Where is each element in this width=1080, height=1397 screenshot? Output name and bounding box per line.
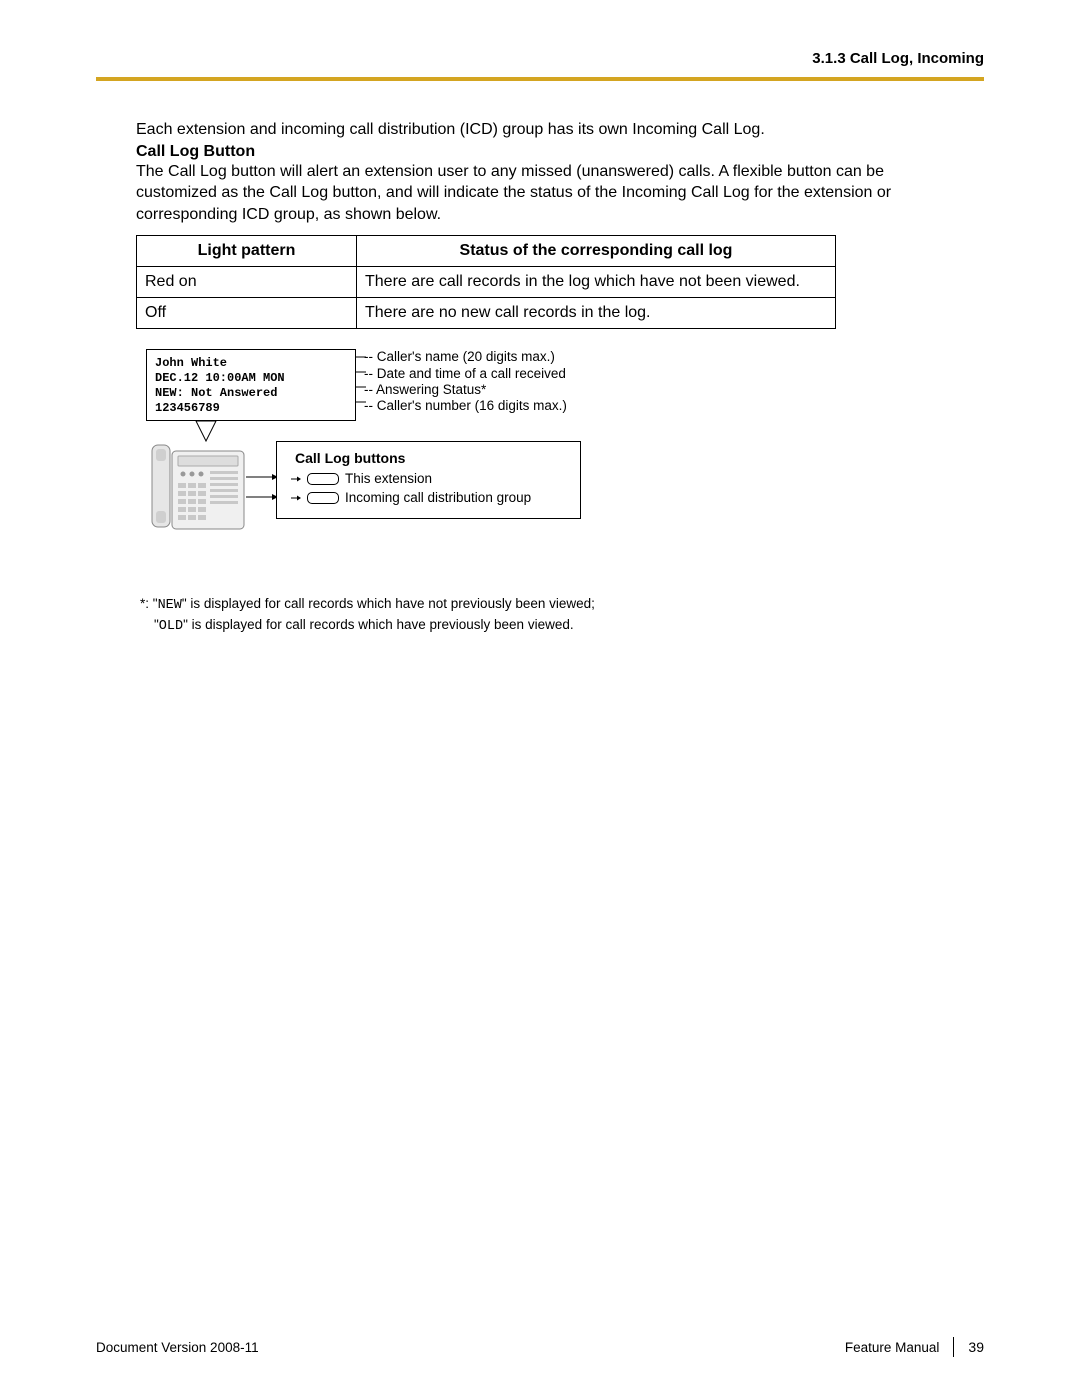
footnote: *: "NEW" is displayed for call records w… bbox=[136, 595, 944, 635]
lcd-display-box: John White DEC.12 10:00AM MON NEW: Not A… bbox=[146, 349, 356, 421]
header-divider bbox=[96, 77, 984, 81]
lcd-line-2: DEC.12 10:00AM MON bbox=[155, 371, 347, 386]
content-area: Each extension and incoming call distrib… bbox=[96, 119, 984, 636]
doc-version: Document Version 2008-11 bbox=[96, 1340, 259, 1355]
speech-pointer bbox=[186, 421, 226, 443]
call-log-buttons-box: Call Log buttons This extension Incoming… bbox=[276, 441, 581, 519]
manual-name: Feature Manual bbox=[845, 1340, 940, 1355]
table-row: Red on There are call records in the log… bbox=[137, 267, 836, 298]
section-header: 3.1.3 Call Log, Incoming bbox=[96, 50, 984, 77]
call-log-button-para: The Call Log button will alert an extens… bbox=[136, 161, 944, 226]
light-pattern-table: Light pattern Status of the correspondin… bbox=[136, 235, 836, 329]
table-header-row: Light pattern Status of the correspondin… bbox=[137, 236, 836, 267]
cell-light-2: Off bbox=[137, 298, 357, 329]
call-log-button-label-1: This extension bbox=[345, 471, 432, 486]
lcd-line-1: John White bbox=[155, 356, 347, 371]
lcd-label-3: -- Answering Status* bbox=[364, 382, 567, 398]
lcd-label-1: -- Caller's name (20 digits max.) bbox=[364, 349, 567, 365]
page: 3.1.3 Call Log, Incoming Each extension … bbox=[0, 0, 1080, 636]
call-log-button-heading: Call Log Button bbox=[136, 143, 944, 161]
cell-status-2: There are no new call records in the log… bbox=[357, 298, 836, 329]
table-row: Off There are no new call records in the… bbox=[137, 298, 836, 329]
lcd-label-4: -- Caller's number (16 digits max.) bbox=[364, 398, 567, 414]
telephone-icon bbox=[150, 441, 250, 536]
arrow-icon bbox=[291, 474, 301, 484]
call-log-button-row-1: This extension bbox=[291, 471, 570, 486]
call-log-button-row-2: Incoming call distribution group bbox=[291, 490, 570, 505]
col-light-pattern: Light pattern bbox=[137, 236, 357, 267]
intro-line1: Each extension and incoming call distrib… bbox=[136, 119, 944, 141]
flexible-button-icon bbox=[307, 473, 339, 485]
page-footer: Document Version 2008-11 Feature Manual … bbox=[96, 1337, 984, 1357]
flexible-button-icon bbox=[307, 492, 339, 504]
call-log-buttons-title: Call Log buttons bbox=[295, 450, 570, 466]
page-number: 39 bbox=[968, 1339, 984, 1355]
call-log-button-label-2: Incoming call distribution group bbox=[345, 490, 531, 505]
footer-right: Feature Manual 39 bbox=[845, 1337, 984, 1357]
arrow-icon bbox=[291, 493, 301, 503]
col-status: Status of the corresponding call log bbox=[357, 236, 836, 267]
cell-light-1: Red on bbox=[137, 267, 357, 298]
footnote-line-2: "OLD" is displayed for call records whic… bbox=[140, 616, 944, 636]
lcd-line-4: 123456789 bbox=[155, 401, 347, 416]
diagram-area: John White DEC.12 10:00AM MON NEW: Not A… bbox=[136, 349, 944, 589]
lcd-labels: -- Caller's name (20 digits max.) -- Dat… bbox=[364, 349, 567, 414]
lcd-label-2: -- Date and time of a call received bbox=[364, 366, 567, 382]
cell-status-1: There are call records in the log which … bbox=[357, 267, 836, 298]
footnote-line-1: *: "NEW" is displayed for call records w… bbox=[140, 595, 944, 615]
footer-separator bbox=[953, 1337, 954, 1357]
lcd-line-3: NEW: Not Answered bbox=[155, 386, 347, 401]
